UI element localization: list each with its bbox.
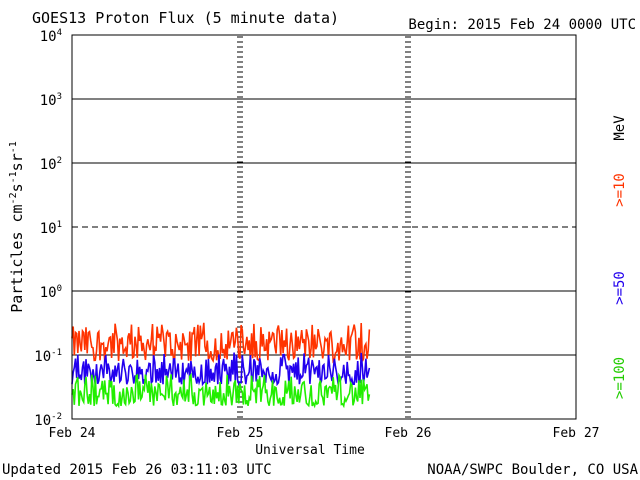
x-tick-label: Feb 26 [385,426,432,441]
footer-updated: Updated 2015 Feb 26 03:11:03 UTC [2,462,272,478]
legend-series-10mev: >=10 [612,173,628,207]
begin-label: Begin: 2015 Feb 24 0000 UTC [408,17,636,33]
series-lines [71,322,371,409]
x-tick-labels: Feb 24 Feb 25 Feb 26 Feb 27 [49,426,600,441]
y-tick-label: 101 [40,220,62,237]
x-tick-label: Feb 25 [217,426,264,441]
y-axis-label: Particles cm-2s-1sr-1 [8,141,26,313]
x-axis-label: Universal Time [255,443,365,458]
footer-credit: NOAA/SWPC Boulder, CO USA [427,462,638,478]
y-tick-labels: 104 103 102 101 100 10-1 10-2 [34,28,62,429]
legend-series-100mev: >=100 [612,357,628,399]
plot-frame [71,34,577,420]
legend-series-50mev: >=50 [612,271,628,305]
y-tick-label: 100 [40,284,62,301]
x-tick-label: Feb 24 [49,426,96,441]
chart-title: GOES13 Proton Flux (5 minute data) [32,9,339,27]
series-line [71,352,371,387]
y-tick-label: 104 [40,28,62,45]
grid-lines [72,98,576,356]
series-line [71,322,371,364]
y-tick-label: 103 [40,92,62,109]
y-tick-label: 10-2 [34,412,62,429]
y-tick-label: 102 [40,156,62,173]
y-tick-label: 10-1 [34,348,62,365]
series-line [71,372,371,409]
legend-unit: MeV [612,115,628,141]
x-tick-label: Feb 27 [553,426,600,441]
